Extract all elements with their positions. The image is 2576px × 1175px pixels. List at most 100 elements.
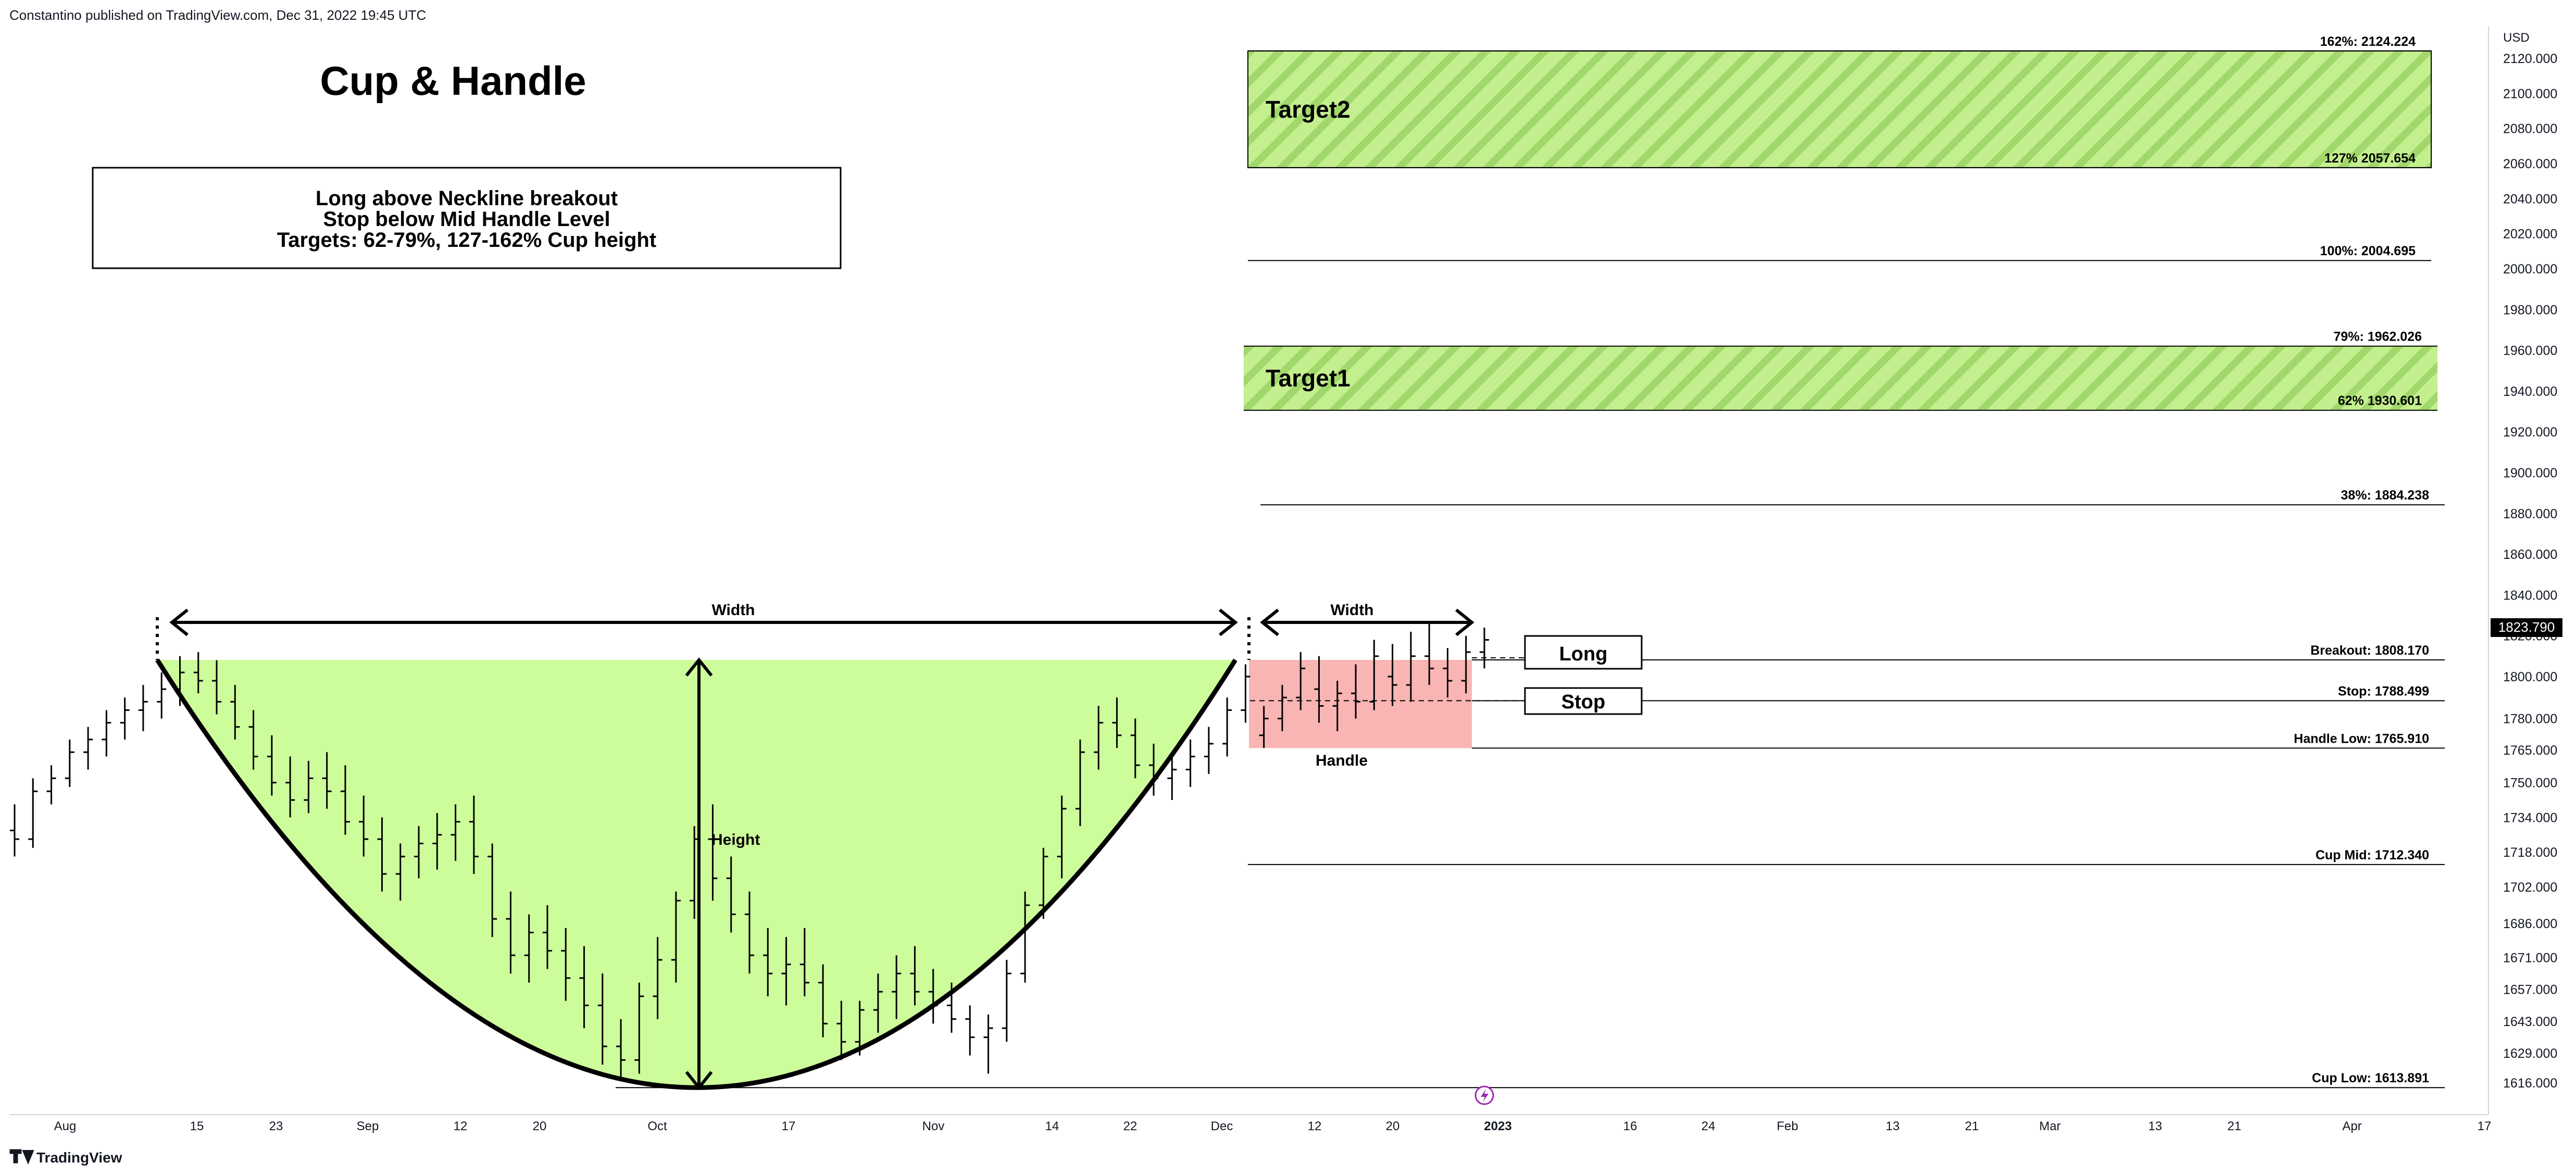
stop-label: Stop [1561, 691, 1605, 713]
ohlc-bar [487, 843, 497, 938]
price-tick-label: 1750.000 [2503, 776, 2557, 791]
ohlc-bar [745, 891, 754, 974]
ohlc-bar [1241, 664, 1251, 723]
level-label: Breakout: 1808.170 [2310, 643, 2429, 658]
ohlc-bar [579, 946, 589, 1029]
ohlc-bar [102, 710, 111, 757]
ohlc-bar [1002, 959, 1011, 1042]
time-tick-label: 16 [1623, 1119, 1637, 1133]
stop-box[interactable]: Stop [1524, 687, 1643, 715]
target2-zone: Target2 [1247, 50, 2432, 168]
event-marker-icon[interactable] [1474, 1085, 1494, 1105]
time-tick-label: 14 [1045, 1119, 1059, 1133]
ohlc-bar [781, 937, 791, 1006]
ohlc-bar [1259, 706, 1269, 748]
price-tick-label: 1734.000 [2503, 810, 2557, 825]
ohlc-bar [763, 928, 773, 996]
ohlc-bar [1075, 739, 1085, 827]
ohlc-bar [799, 928, 809, 996]
ohlc-bar [138, 685, 148, 731]
ohlc-bar [1020, 891, 1030, 983]
long-box[interactable]: Long [1524, 635, 1643, 670]
ohlc-bar [1480, 628, 1489, 669]
tradingview-logo: TradingView [9, 1149, 122, 1166]
cup-width-label: Width [711, 602, 755, 619]
ohlc-bar [616, 1019, 626, 1079]
ohlc-bar [597, 973, 607, 1065]
time-tick-label: Feb [1777, 1119, 1798, 1133]
ohlc-bar [910, 946, 920, 1006]
chart-title: Cup & Handle [320, 58, 586, 104]
level-label: Cup Low: 1613.891 [2312, 1071, 2429, 1085]
info-box: Long above Neckline breakout Stop below … [92, 167, 842, 269]
price-tick-label: 1860.000 [2503, 547, 2557, 562]
height-arrow [685, 657, 713, 1091]
ohlc-bar [157, 672, 167, 719]
price-tick-label: 1629.000 [2503, 1046, 2557, 1061]
width-arrow [169, 608, 1238, 636]
ohlc-bar [322, 752, 332, 809]
ohlc-bar [561, 928, 571, 1001]
time-tick-label: 15 [190, 1119, 204, 1133]
time-tick-label: Apr [2342, 1119, 2361, 1133]
ohlc-bar [340, 765, 350, 835]
ohlc-bar [855, 1001, 865, 1056]
ohlc-bar [469, 795, 479, 874]
price-tick-label: 1880.000 [2503, 507, 2557, 521]
level-label: 100%: 2004.695 [2320, 244, 2416, 258]
price-tick-label: 1980.000 [2503, 303, 2557, 317]
time-axis[interactable]: Aug 15 23 Sep 12 20 Oct 17 Nov 14 22 Dec 12 20 2023 16 2… [54, 1119, 2492, 1133]
ohlc-bar [28, 778, 38, 848]
ohlc-bar [212, 660, 222, 715]
time-tick-label: 22 [1123, 1119, 1137, 1133]
ohlc-bar [359, 795, 369, 857]
level-label: 162%: 2124.224 [2320, 34, 2416, 49]
info-line-3: Targets: 62-79%, 127-162% Cup height [277, 229, 656, 252]
handle-label: Handle [1316, 752, 1368, 769]
time-tick-label: Oct [647, 1119, 667, 1133]
last-price-badge: 1823.790 [2491, 618, 2562, 637]
price-axis[interactable]: 2120.000 2100.000 2080.000 2060.000 2040.000… [2503, 52, 2557, 1091]
ohlc-bar [1222, 697, 1232, 757]
ohlc-bar [1039, 847, 1048, 919]
ohlc-bar [285, 756, 295, 818]
ohlc-bar [267, 735, 277, 796]
ohlc-bar [193, 652, 203, 694]
height-label: Height [711, 831, 760, 848]
price-tick-label: 2120.000 [2503, 52, 2557, 66]
ohlc-bar [892, 955, 902, 1019]
ohlc-bar [965, 1005, 975, 1056]
ohlc-bar [947, 982, 957, 1033]
time-tick-label: 23 [269, 1119, 283, 1133]
time-tick-label: 17 [782, 1119, 796, 1133]
handle-area [1249, 660, 1472, 748]
ohlc-bar [1351, 664, 1361, 719]
ohlc-bar [432, 813, 442, 870]
ohlc-bar [1112, 697, 1122, 748]
time-tick-label: Aug [54, 1119, 77, 1133]
ohlc-bar [653, 937, 662, 1019]
price-tick-label: 2100.000 [2503, 86, 2557, 101]
ohlc-bar [304, 760, 314, 814]
ohlc-bar [1167, 752, 1177, 801]
time-tick-label: Sep [357, 1119, 379, 1133]
time-tick-label: 13 [2148, 1119, 2162, 1133]
price-tick-label: 1686.000 [2503, 917, 2557, 931]
ohlc-bar [1057, 795, 1067, 879]
level-lines: 162%: 2124.224 127% 2057.654 100%: 2004.69… [616, 34, 2445, 1089]
ohlc-bar [65, 739, 74, 787]
ohlc-bar [1369, 640, 1379, 710]
price-tick-label: 1920.000 [2503, 425, 2557, 440]
time-tick-label: Mar [2039, 1119, 2060, 1133]
last-price-text: 1823.790 [2498, 619, 2555, 635]
price-tick-label: 1643.000 [2503, 1015, 2557, 1029]
time-tick-label: 12 [1308, 1119, 1322, 1133]
target1-zone: Target1 [1244, 346, 2437, 410]
ohlc-bar [836, 1001, 846, 1060]
price-tick-label: 1702.000 [2503, 880, 2557, 895]
ohlc-bar [1406, 631, 1416, 702]
level-label: 38%: 1884.238 [2341, 488, 2429, 503]
ohlc-bars [10, 623, 1489, 1079]
target1-label: Target1 [1266, 365, 1350, 392]
ohlc-bar [1130, 718, 1140, 779]
